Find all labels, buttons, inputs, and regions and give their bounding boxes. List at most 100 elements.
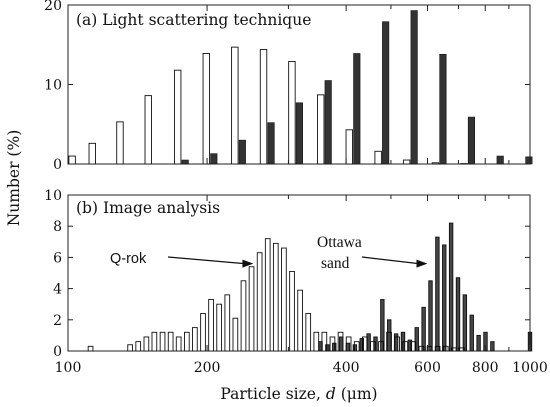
arrow-head	[242, 259, 254, 268]
bar-b-ottawa	[393, 333, 399, 352]
bar-b-ottawa	[428, 280, 433, 352]
y-tick-label-a: 0	[53, 157, 62, 173]
x-axis-title-unit: (μm)	[336, 385, 378, 403]
panel-a-bars	[68, 10, 533, 165]
x-tick-label: 100	[55, 360, 82, 376]
bar-a-open	[374, 150, 382, 165]
bar-a-filled	[525, 156, 533, 165]
annotation-ottawa-arrow	[361, 256, 428, 268]
bar-b-ottawa	[332, 342, 337, 352]
panel-b-bars	[87, 222, 533, 352]
bar-b-q-rok	[264, 238, 271, 352]
bar-b-q-rok	[159, 331, 166, 352]
annotation-q-rok-arrow	[167, 256, 254, 268]
bar-a-filled	[382, 21, 390, 165]
arrow-shaft	[361, 256, 419, 265]
y-tick-label-b: 10	[44, 188, 62, 204]
bar-b-q-rok	[151, 331, 158, 352]
bar-b-ottawa	[366, 333, 371, 352]
panel-b: 0 2 4 6 8 10 100 200 400 600 800 1000 (b) Image an…	[44, 188, 548, 376]
annotation-q-rok: Q-rok	[110, 251, 254, 268]
bar-a-open	[144, 95, 152, 165]
bar-b-q-rok	[240, 280, 247, 352]
arrow-shaft	[167, 256, 245, 265]
panel-a: 0 10 20 (a) Light scattering technique	[44, 0, 533, 173]
y-tick-label-b: 4	[53, 282, 62, 298]
y-tick-label-b: 6	[53, 250, 62, 266]
bar-a-open	[431, 162, 440, 165]
bar-b-ottawa	[476, 334, 481, 352]
x-tick-label: 200	[194, 360, 221, 376]
bar-b-q-rok	[216, 303, 222, 352]
bar-b-q-rok	[289, 270, 295, 352]
panel-b-title: (b) Image analysis	[76, 199, 220, 217]
bar-a-filled	[267, 122, 275, 165]
y-axis-title: Number (%)	[5, 130, 23, 227]
panel-a-title: (a) Light scattering technique	[76, 11, 311, 29]
bar-a-filled	[410, 10, 418, 165]
bar-b-q-rok	[167, 331, 174, 352]
arrow-head	[416, 259, 428, 268]
bar-b-q-rok	[297, 289, 303, 352]
annotation-sand-label: sand	[321, 255, 350, 272]
panel-b-y-ticks: 0 2 4 6 8 10	[44, 188, 530, 360]
bar-b-q-rok	[192, 327, 198, 352]
y-tick-label-b: 0	[53, 344, 62, 360]
bar-a-open	[402, 159, 411, 165]
bar-a-filled	[467, 116, 475, 165]
bar-a-filled	[210, 153, 218, 165]
panel-a-y-ticks: 0 10 20	[44, 0, 530, 173]
bar-a-filled	[439, 53, 447, 165]
bar-b-q-rok	[272, 242, 279, 352]
x-axis-title-prefix: Particle size,	[220, 385, 325, 403]
bar-b-ottawa	[435, 236, 440, 352]
bar-b-ottawa	[448, 222, 454, 352]
bar-b-ottawa	[442, 244, 447, 352]
x-tick-label: 600	[414, 360, 441, 376]
bar-b-ottawa	[318, 341, 323, 352]
bar-a-open	[231, 46, 239, 165]
bar-b-ottawa	[380, 299, 385, 352]
bar-a-open	[259, 49, 268, 165]
bar-b-q-rok	[175, 336, 182, 352]
bar-b-q-rok	[248, 266, 255, 352]
bar-a-filled	[181, 159, 189, 165]
bar-b-ottawa	[359, 338, 364, 352]
panel-a-x-ticks	[67, 5, 531, 164]
bar-b-ottawa	[400, 331, 406, 352]
bar-b-ottawa	[325, 344, 330, 352]
y-tick-label-b: 2	[53, 313, 62, 329]
annotation-q-rok-label: Q-rok	[110, 251, 147, 267]
bar-a-open	[68, 155, 76, 165]
bar-a-filled	[295, 102, 303, 165]
bar-b-q-rok	[281, 247, 287, 352]
bar-b-ottawa	[373, 336, 378, 352]
bar-b-ottawa	[462, 294, 468, 352]
annotation-ottawa-label: Ottawa	[317, 234, 362, 251]
bar-b-q-rok	[256, 252, 263, 352]
bar-a-open	[317, 94, 325, 165]
bar-a-open	[173, 69, 182, 165]
bar-b-q-rok	[183, 331, 190, 352]
annotation-ottawa-sand: Ottawa sand	[317, 234, 428, 272]
y-tick-label-a: 20	[44, 0, 62, 14]
bar-b-q-rok	[87, 345, 94, 352]
bar-b-q-rok	[143, 336, 150, 352]
bar-b-ottawa	[352, 344, 358, 352]
bar-b-q-rok	[127, 344, 133, 352]
bar-a-open	[88, 142, 96, 165]
panel-b-x-ticks: 100 200 400 600 800 1000	[55, 195, 548, 376]
bar-b-ottawa	[387, 319, 392, 352]
bar-b-ottawa	[414, 327, 419, 352]
bar-a-open	[116, 121, 124, 165]
bar-b-ottawa	[469, 314, 474, 352]
bar-a-filled	[238, 139, 246, 165]
bar-a-filled	[324, 80, 332, 165]
bar-a-open	[345, 129, 353, 165]
bar-b-q-rok	[305, 313, 312, 352]
x-tick-label: 800	[472, 360, 499, 376]
bar-b-ottawa	[455, 277, 461, 352]
bar-a-open	[288, 60, 296, 165]
bar-b-ottawa	[345, 342, 351, 352]
